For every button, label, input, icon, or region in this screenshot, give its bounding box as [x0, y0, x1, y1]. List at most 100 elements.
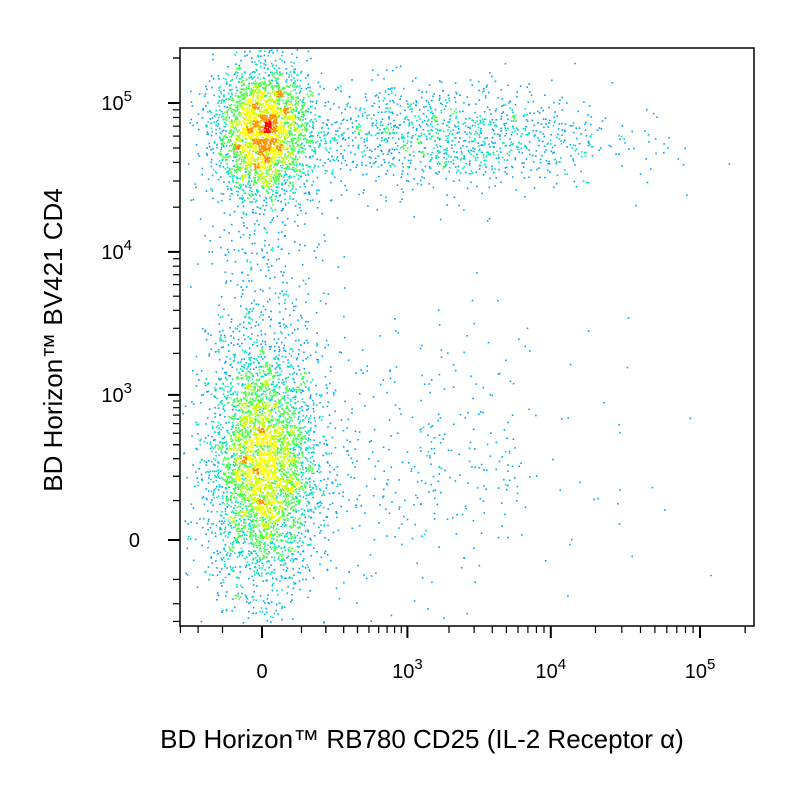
data-point — [273, 538, 275, 540]
data-point — [337, 529, 340, 532]
data-point — [229, 491, 232, 494]
data-point — [406, 102, 409, 105]
data-point — [460, 147, 462, 149]
data-point — [225, 452, 228, 454]
data-point — [251, 391, 253, 394]
data-point — [294, 475, 296, 477]
data-point — [196, 522, 198, 525]
data-point — [236, 418, 239, 420]
data-point — [204, 93, 207, 95]
data-point — [335, 567, 338, 569]
data-point — [259, 411, 261, 414]
data-point — [302, 138, 305, 140]
data-point — [225, 445, 227, 447]
data-point — [443, 119, 445, 122]
data-point — [241, 474, 243, 476]
data-point — [241, 76, 243, 78]
data-point — [241, 498, 244, 500]
data-point — [499, 147, 502, 150]
data-point — [285, 508, 287, 510]
data-point — [302, 455, 304, 458]
data-point — [249, 568, 251, 570]
data-point — [221, 486, 224, 488]
data-point — [285, 377, 288, 379]
data-point — [252, 612, 254, 615]
data-point — [421, 91, 423, 93]
data-point — [262, 383, 264, 386]
data-point — [497, 154, 500, 156]
data-point — [264, 541, 266, 544]
data-point — [220, 162, 222, 164]
data-point — [256, 63, 258, 66]
data-point — [526, 120, 529, 123]
data-point — [307, 438, 310, 440]
data-point — [366, 139, 368, 142]
data-point — [380, 111, 383, 113]
data-point — [446, 147, 448, 149]
data-point — [560, 140, 562, 142]
data-point — [477, 142, 479, 144]
data-point — [246, 600, 248, 603]
data-point — [268, 80, 270, 82]
data-point — [563, 130, 566, 133]
data-point — [350, 476, 352, 479]
data-point — [232, 424, 234, 426]
data-point — [295, 407, 297, 410]
data-point — [290, 516, 292, 519]
data-point — [268, 398, 270, 400]
data-point — [292, 181, 294, 184]
data-point — [289, 71, 292, 73]
data-point — [485, 95, 487, 97]
data-point — [319, 143, 321, 145]
data-point — [260, 446, 262, 449]
data-point — [323, 292, 325, 295]
data-point — [458, 453, 460, 456]
data-point — [239, 99, 241, 101]
data-point — [391, 111, 393, 114]
data-point — [227, 248, 229, 251]
data-point — [223, 389, 225, 392]
data-point — [233, 526, 235, 529]
data-point — [251, 61, 253, 63]
data-point — [327, 158, 330, 160]
data-point — [398, 508, 400, 510]
data-point — [318, 464, 320, 467]
data-point — [286, 140, 288, 143]
data-point — [518, 151, 521, 153]
data-point — [443, 149, 445, 151]
data-point — [472, 150, 474, 153]
data-point — [522, 115, 525, 118]
data-point — [572, 124, 574, 127]
data-point — [339, 168, 342, 170]
data-point — [313, 410, 315, 413]
data-point — [332, 158, 334, 161]
data-point — [501, 525, 503, 527]
data-point — [435, 172, 437, 174]
data-point — [466, 133, 468, 135]
data-point — [222, 408, 225, 410]
data-point — [483, 159, 485, 162]
data-point — [281, 382, 283, 384]
data-point — [272, 582, 275, 585]
data-point — [227, 558, 229, 560]
data-point — [253, 233, 256, 235]
data-point — [635, 204, 637, 207]
data-point — [407, 131, 410, 134]
data-point — [526, 147, 528, 150]
data-point — [225, 360, 227, 363]
data-point — [326, 554, 329, 556]
data-point — [538, 139, 540, 142]
data-point — [224, 565, 226, 568]
data-point — [251, 310, 253, 312]
data-point — [322, 506, 325, 509]
data-point — [325, 142, 327, 144]
data-point — [433, 114, 436, 117]
data-point — [285, 500, 287, 503]
data-point — [250, 552, 252, 555]
data-point — [292, 519, 295, 521]
data-point — [423, 383, 426, 386]
data-point — [312, 496, 314, 499]
data-point — [302, 381, 305, 383]
data-point — [253, 423, 256, 425]
data-point — [223, 547, 225, 550]
